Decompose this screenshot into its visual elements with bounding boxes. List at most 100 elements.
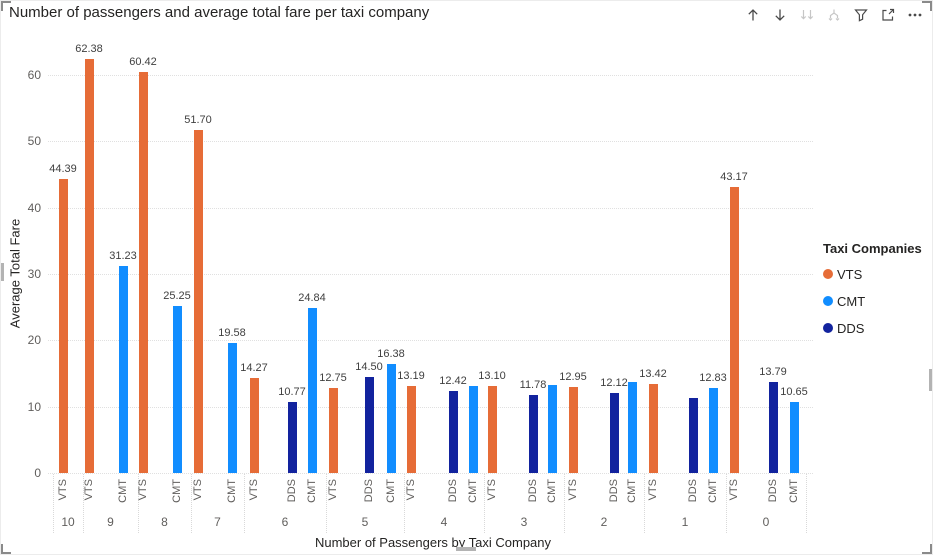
bar-VTS-7[interactable] [193, 130, 203, 473]
company-axis-label: CMT [467, 479, 479, 503]
bar-CMT-2[interactable] [627, 382, 637, 473]
go-to-next-level-icon[interactable] [798, 6, 816, 24]
filter-icon[interactable] [852, 6, 870, 24]
bar-VTS-2[interactable] [568, 387, 578, 473]
passenger-count-label: 4 [440, 515, 448, 529]
company-axis-label: DDS [447, 479, 459, 503]
expand-all-icon[interactable] [825, 6, 843, 24]
category-separator [564, 474, 565, 533]
legend-item-CMT[interactable]: CMT [823, 291, 931, 311]
company-axis-label: DDS [286, 479, 298, 503]
bar-data-label: 12.95 [559, 371, 587, 383]
bar-CMT-1[interactable] [708, 388, 718, 473]
bar-DDS-0[interactable] [768, 382, 778, 473]
bar-DDS-5[interactable] [364, 377, 374, 473]
bar-VTS-4[interactable] [406, 386, 416, 473]
bar-DDS-4[interactable] [448, 391, 458, 473]
company-axis-label: VTS [405, 479, 417, 501]
company-axis-label: CMT [707, 479, 719, 503]
company-axis-label: DDS [687, 479, 699, 503]
bar-DDS-3[interactable] [528, 395, 538, 473]
resize-handle-top-right[interactable] [922, 1, 932, 11]
legend-swatch-icon [823, 269, 833, 279]
bar-data-label: 60.42 [129, 56, 157, 68]
bar-data-label: 25.25 [163, 290, 191, 302]
bar-VTS-6[interactable] [249, 378, 259, 473]
bar-CMT-7[interactable] [227, 343, 237, 473]
company-axis-label: VTS [83, 479, 95, 501]
drill-down-icon[interactable] [771, 6, 789, 24]
company-axis-label: VTS [567, 479, 579, 501]
y-axis-tick-label: 60 [27, 68, 41, 82]
bar-VTS-8[interactable] [138, 72, 148, 473]
category-separator [191, 474, 192, 533]
bar-CMT-3[interactable] [547, 385, 557, 473]
company-axis-label: CMT [385, 479, 397, 503]
bar-CMT-0[interactable] [789, 402, 799, 473]
bar-data-label: 12.83 [699, 372, 727, 384]
company-axis-label: VTS [57, 479, 69, 501]
passenger-count-label: 7 [214, 515, 221, 529]
company-axis-label: CMT [788, 479, 800, 503]
bar-DDS-1[interactable] [688, 398, 698, 473]
company-axis-label: VTS [486, 479, 498, 501]
bar-data-label: 14.50 [355, 361, 383, 373]
y-axis-tick-label: 50 [27, 134, 41, 149]
company-axis-label: CMT [226, 479, 238, 503]
bar-DDS-2[interactable] [609, 393, 619, 473]
legend-item-label: CMT [837, 293, 866, 309]
bar-CMT-9[interactable] [118, 266, 128, 473]
bar-data-label: 16.38 [377, 348, 405, 360]
bar-CMT-8[interactable] [172, 306, 182, 473]
category-separator [83, 474, 84, 533]
category-separator [138, 474, 139, 533]
legend-item-label: DDS [837, 320, 865, 336]
more-options-icon[interactable] [906, 6, 924, 24]
bar-VTS-5[interactable] [328, 388, 338, 473]
resize-handle-right[interactable] [929, 369, 932, 391]
category-separator [644, 474, 645, 533]
bar-CMT-6[interactable] [307, 308, 317, 473]
y-gridline [48, 274, 813, 275]
company-axis-label: VTS [647, 479, 659, 501]
visual-header-toolbar [744, 6, 924, 24]
y-gridline [48, 207, 813, 209]
bar-VTS-9[interactable] [84, 59, 94, 473]
bar-VTS-3[interactable] [487, 386, 497, 473]
resize-handle-left[interactable] [1, 263, 4, 281]
company-axis-label: CMT [306, 479, 318, 503]
category-separator [484, 474, 485, 533]
bar-VTS-1[interactable] [648, 384, 658, 473]
category-separator [726, 474, 727, 533]
legend-item-DDS[interactable]: DDS [823, 318, 931, 338]
passenger-count-label: 8 [161, 515, 168, 529]
focus-mode-icon[interactable] [879, 6, 897, 24]
drill-up-icon[interactable] [744, 6, 762, 24]
bar-VTS-0[interactable] [729, 187, 739, 473]
resize-handle-top-left[interactable] [1, 1, 11, 11]
bar-DDS-6[interactable] [287, 402, 297, 473]
bar-data-label: 11.78 [519, 379, 547, 391]
bar-data-label: 51.70 [184, 114, 212, 126]
category-separator [244, 474, 245, 533]
y-axis-tick-label: 0 [34, 466, 41, 480]
legend-swatch-icon [823, 323, 833, 333]
passenger-count-label: 9 [107, 515, 114, 529]
bar-VTS-10[interactable] [58, 179, 68, 473]
passenger-count-label: 5 [361, 515, 369, 529]
x-axis-title: Number of Passengers by Taxi Company [314, 535, 552, 550]
bar-data-label: 12.12 [600, 377, 628, 389]
bar-CMT-4[interactable] [468, 386, 478, 473]
bar-CMT-5[interactable] [386, 364, 396, 473]
resize-handle-bottom-right[interactable] [922, 544, 932, 554]
category-separator [53, 474, 54, 533]
bar-data-label: 12.75 [319, 372, 347, 384]
legend-item-VTS[interactable]: VTS [823, 264, 931, 284]
bar-data-label: 13.42 [639, 368, 667, 380]
resize-handle-bottom[interactable] [456, 547, 476, 551]
resize-handle-bottom-left[interactable] [1, 544, 11, 554]
company-axis-label: DDS [767, 479, 779, 503]
company-axis-label: CMT [626, 479, 638, 503]
y-axis-tick-label: 20 [27, 333, 41, 348]
bar-data-label: 14.27 [240, 362, 268, 374]
